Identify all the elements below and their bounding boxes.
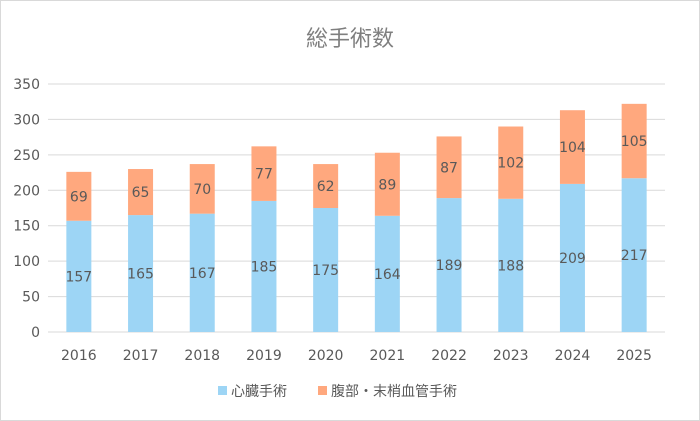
bar-segment: [128, 169, 154, 216]
data-label: 62: [317, 179, 335, 195]
bar-segment: [621, 178, 647, 332]
data-label: 89: [378, 177, 396, 193]
bar-segment: [313, 164, 339, 208]
data-label: 164: [374, 267, 401, 283]
y-tick-label: 200: [13, 183, 40, 199]
bar-segment: [251, 146, 277, 201]
y-tick-label: 350: [13, 77, 40, 93]
data-label: 65: [132, 185, 150, 201]
bar-segment: [66, 171, 92, 221]
chart-title: 総手術数: [306, 27, 394, 52]
x-tick-label: 2018: [184, 348, 220, 364]
x-tick-label: 2016: [61, 348, 97, 364]
legend-label: 腹部・末梢血管手術: [331, 383, 457, 400]
bar-segment: [621, 103, 647, 179]
bar-segment: [559, 183, 585, 332]
y-tick-label: 300: [13, 112, 40, 128]
legend-label: 心臓手術: [231, 384, 287, 400]
data-label: 157: [65, 269, 92, 285]
data-label: 77: [255, 167, 273, 183]
y-tick-label: 0: [31, 325, 40, 341]
legend-swatch: [318, 386, 327, 395]
bar-segment: [189, 213, 215, 332]
bar-segment: [189, 164, 215, 214]
bar-segment: [66, 220, 92, 332]
bar-segment: [436, 136, 462, 199]
data-label: 102: [497, 156, 524, 172]
x-axis: 2016 2017 2018 2019 2020 2021 2022 2023 2024 2025: [61, 348, 652, 364]
x-tick-label: 2017: [123, 348, 159, 364]
y-tick-label: 100: [13, 254, 40, 270]
bar-segment: [313, 208, 339, 332]
bar-segment: [559, 110, 585, 184]
data-label: 217: [621, 248, 648, 264]
data-label: 70: [193, 182, 211, 198]
data-label: 69: [70, 189, 88, 205]
data-label: 87: [440, 160, 458, 176]
y-tick-label: 250: [13, 148, 40, 164]
data-label: 105: [621, 134, 648, 150]
data-label: 165: [127, 267, 154, 283]
legend: 心臓手術 腹部・末梢血管手術: [218, 383, 457, 400]
bar-segment: [498, 126, 524, 199]
y-tick-label: 50: [22, 290, 40, 306]
data-label: 185: [251, 259, 278, 275]
data-label: 209: [559, 251, 586, 267]
bar-segment: [374, 215, 400, 332]
bar-segment: [374, 152, 400, 216]
x-tick-label: 2024: [555, 348, 591, 364]
x-tick-label: 2021: [370, 348, 406, 364]
x-tick-label: 2020: [308, 348, 344, 364]
y-tick-label: 150: [13, 219, 40, 235]
data-label: 189: [436, 258, 463, 274]
x-tick-label: 2025: [616, 348, 652, 364]
bar-segment: [498, 198, 524, 332]
data-label: 175: [312, 263, 339, 279]
x-tick-label: 2022: [431, 348, 467, 364]
y-axis: 0 50 100 150 200 250 300 350: [13, 77, 40, 341]
bar-segment: [436, 198, 462, 332]
bar-segment: [251, 200, 277, 332]
data-label: 104: [559, 140, 586, 156]
data-label: 188: [497, 258, 524, 274]
data-label: 167: [189, 266, 216, 282]
bar-segment: [128, 215, 154, 332]
bars: 157 69 165 65 167 70 185 77 175 62 164 89 189 87 188 10…: [65, 103, 648, 332]
x-tick-label: 2019: [246, 348, 282, 364]
legend-swatch: [218, 386, 227, 395]
x-tick-label: 2023: [493, 348, 529, 364]
